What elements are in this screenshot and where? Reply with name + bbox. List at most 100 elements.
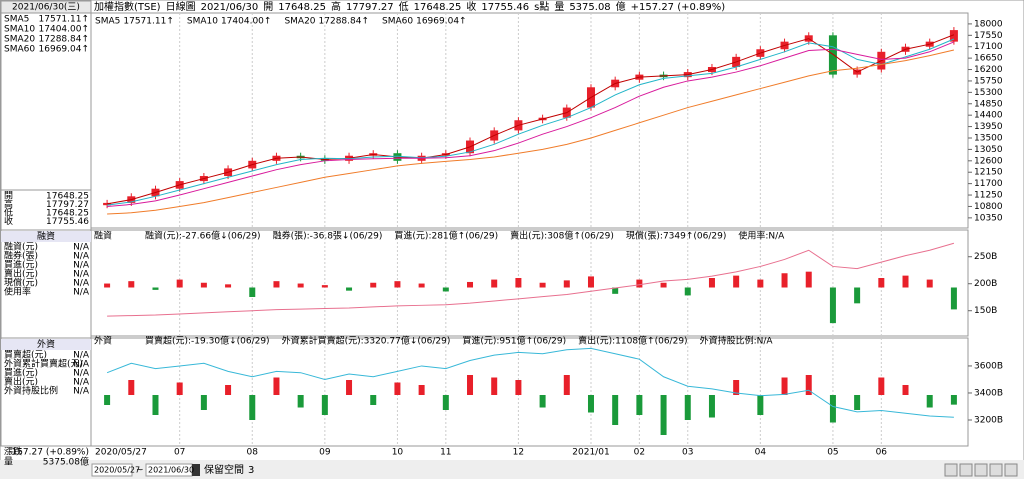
bar	[950, 287, 957, 310]
bar	[733, 275, 740, 288]
bar	[805, 271, 812, 288]
side-value: N/A	[73, 279, 90, 289]
bar	[757, 279, 764, 288]
side-label: 賣出(元)	[4, 268, 38, 280]
bar	[515, 278, 522, 288]
y-tick-label: 3200B	[974, 416, 1003, 426]
bar	[563, 280, 570, 288]
bar	[515, 380, 522, 395]
legend-value: 17571.11↑	[123, 17, 173, 27]
x-tick-label: 05	[827, 448, 838, 458]
side-label: 融資(元)	[4, 241, 38, 253]
reserve-value: 3	[248, 465, 254, 476]
ma-line	[107, 34, 955, 205]
bar	[950, 395, 957, 405]
date-box-text: 2021/06/30(三)	[12, 3, 80, 13]
period: 日線圖	[166, 0, 196, 13]
legend-entry: 融資(元):-27.66億↓(06/29)	[145, 230, 261, 242]
volume-unit: 億	[616, 0, 626, 13]
side-section-title: 融資	[37, 230, 55, 242]
side-value: 17648.25	[46, 209, 89, 219]
open: 17648.25	[278, 2, 326, 13]
toolbar-button[interactable]	[989, 463, 1003, 477]
y-tick-label: 13050	[974, 145, 1003, 155]
side-label: 買進(元)	[4, 367, 38, 379]
toolbar-button[interactable]	[1004, 463, 1018, 477]
legend-value: 16969.04↑	[416, 17, 466, 27]
y-tick-label: 16650	[974, 54, 1003, 64]
legend-entry: 買賣超(元):-19.30億↓(06/29)	[145, 335, 270, 347]
bar	[491, 279, 498, 288]
bar	[418, 283, 425, 288]
bar	[612, 287, 619, 294]
bar	[321, 395, 328, 415]
legend-entry: 外資累計買賣超(元):3320.77億↓(06/29)	[282, 335, 451, 347]
side-label: 開	[4, 191, 13, 202]
bar	[346, 380, 353, 395]
bar	[708, 395, 715, 418]
from-date-field[interactable]	[91, 463, 133, 477]
bar	[805, 375, 812, 395]
side-ma-name: SMA20	[4, 35, 35, 45]
side-ma-name: SMA5	[4, 15, 29, 25]
low-label: 低	[399, 0, 409, 13]
y-tick-label: 15300	[974, 88, 1003, 98]
side-value: 17755.46	[46, 217, 89, 227]
bar	[660, 395, 667, 435]
close-label: 收	[466, 0, 476, 13]
side-label: 融券(張)	[4, 250, 38, 262]
volume-label: 量	[554, 1, 564, 13]
side-label: 現償(元)	[4, 278, 38, 289]
x-tick-label: 03	[682, 448, 693, 458]
bar	[684, 287, 691, 296]
side-value: N/A	[73, 288, 90, 298]
legend-entry: 使用率:N/A	[738, 230, 785, 242]
date-picker-button[interactable]	[192, 464, 200, 476]
side-ma-name: SMA10	[4, 25, 35, 35]
side-value: N/A	[73, 378, 90, 388]
bar	[587, 395, 594, 413]
y-tick-label: 200B	[974, 279, 997, 289]
change: +157.27 (+0.89%)	[631, 2, 726, 13]
x-tick-label: 06	[876, 448, 888, 458]
reserve-label: 保留空間	[204, 463, 244, 476]
x-tick-label: 11	[440, 448, 451, 458]
y-tick-label: 13500	[974, 133, 1003, 143]
side-label: 買進(元)	[4, 259, 38, 271]
bar	[346, 287, 353, 291]
bar	[902, 385, 909, 395]
bar	[539, 282, 546, 288]
volume: 5375.08	[569, 2, 610, 13]
ma-line	[107, 41, 955, 207]
bar	[176, 382, 183, 395]
bar	[926, 395, 933, 408]
bar	[128, 380, 135, 395]
bar	[104, 283, 111, 288]
bar	[854, 395, 861, 410]
side-ma-value: 17288.84↑	[39, 35, 89, 45]
bar	[781, 377, 788, 395]
side-label: 收	[4, 215, 13, 227]
bar	[733, 380, 740, 395]
bar	[467, 281, 474, 288]
y-tick-label: 12150	[974, 168, 1003, 178]
legend-entry: 賣出(元):308億↑(06/29)	[510, 230, 614, 242]
bar	[370, 282, 377, 288]
legend-entry: 買進(元):281億↑(06/29)	[394, 230, 498, 242]
toolbar-button[interactable]	[944, 463, 958, 477]
low: 17648.25	[414, 2, 462, 13]
bar	[321, 285, 328, 288]
legend-entry: 現償(張):7349↑(06/29)	[626, 231, 726, 242]
side-label: 低	[4, 207, 13, 219]
legend-entry: 賣出(元):1108億↑(06/29)	[578, 335, 687, 347]
bar	[152, 395, 159, 415]
bar	[563, 375, 570, 395]
bar	[442, 287, 449, 292]
y-tick-label: 10800	[974, 202, 1003, 212]
toolbar-button[interactable]	[959, 463, 973, 477]
bar	[442, 395, 449, 410]
bar	[684, 395, 691, 420]
y-tick-label: 14850	[974, 99, 1003, 109]
bar	[829, 395, 836, 423]
toolbar-button[interactable]	[974, 463, 988, 477]
